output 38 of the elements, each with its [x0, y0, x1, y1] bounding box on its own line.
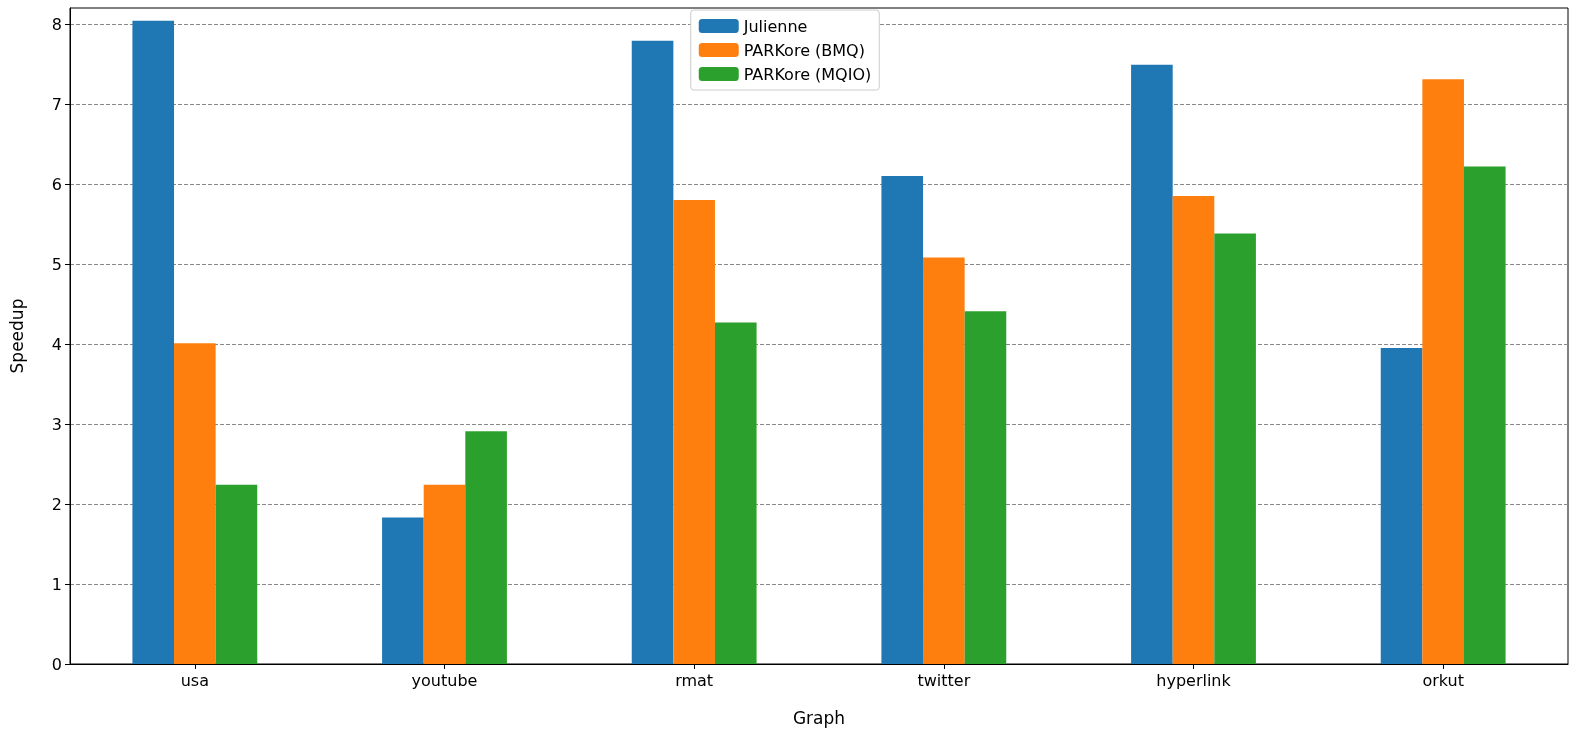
- y-tick-label: 3: [51, 414, 62, 434]
- bar: [1172, 196, 1215, 664]
- y-tick-label: 7: [51, 94, 62, 114]
- bar: [382, 517, 424, 664]
- x-tick-label: hyperlink: [1156, 670, 1232, 690]
- bar: [1131, 64, 1173, 664]
- x-tick-label: usa: [180, 670, 209, 690]
- bar: [132, 20, 175, 664]
- y-tick-label: 1: [51, 574, 62, 594]
- x-tick-label: orkut: [1422, 670, 1464, 690]
- bar: [465, 431, 507, 664]
- bar: [174, 343, 216, 664]
- legend-label: PARKore (BMQ): [743, 40, 865, 60]
- y-axis-title: Speedup: [6, 298, 27, 374]
- bar: [673, 200, 715, 664]
- bar: [631, 40, 674, 664]
- bar: [1214, 233, 1256, 664]
- bar: [423, 484, 466, 664]
- x-tick-label: rmat: [675, 670, 714, 690]
- bar: [1380, 348, 1423, 664]
- x-tick-label: twitter: [917, 670, 971, 690]
- legend-label: PARKore (MQIO): [743, 64, 872, 84]
- bar: [923, 257, 965, 664]
- bar: [881, 176, 924, 664]
- bar: [714, 322, 757, 664]
- legend-label: Julienne: [742, 16, 808, 36]
- bar: [1422, 79, 1464, 664]
- y-tick-label: 8: [51, 14, 62, 34]
- bar: [964, 311, 1007, 664]
- x-axis-title: Graph: [792, 707, 846, 728]
- bar: [215, 484, 258, 664]
- y-tick-label: 6: [51, 174, 62, 194]
- x-tick-label: youtube: [411, 670, 478, 690]
- bar: [1463, 166, 1506, 664]
- y-tick-label: 0: [51, 654, 62, 674]
- y-tick-label: 5: [51, 254, 62, 274]
- y-tick-label: 2: [51, 494, 62, 514]
- y-tick-label: 4: [51, 334, 62, 354]
